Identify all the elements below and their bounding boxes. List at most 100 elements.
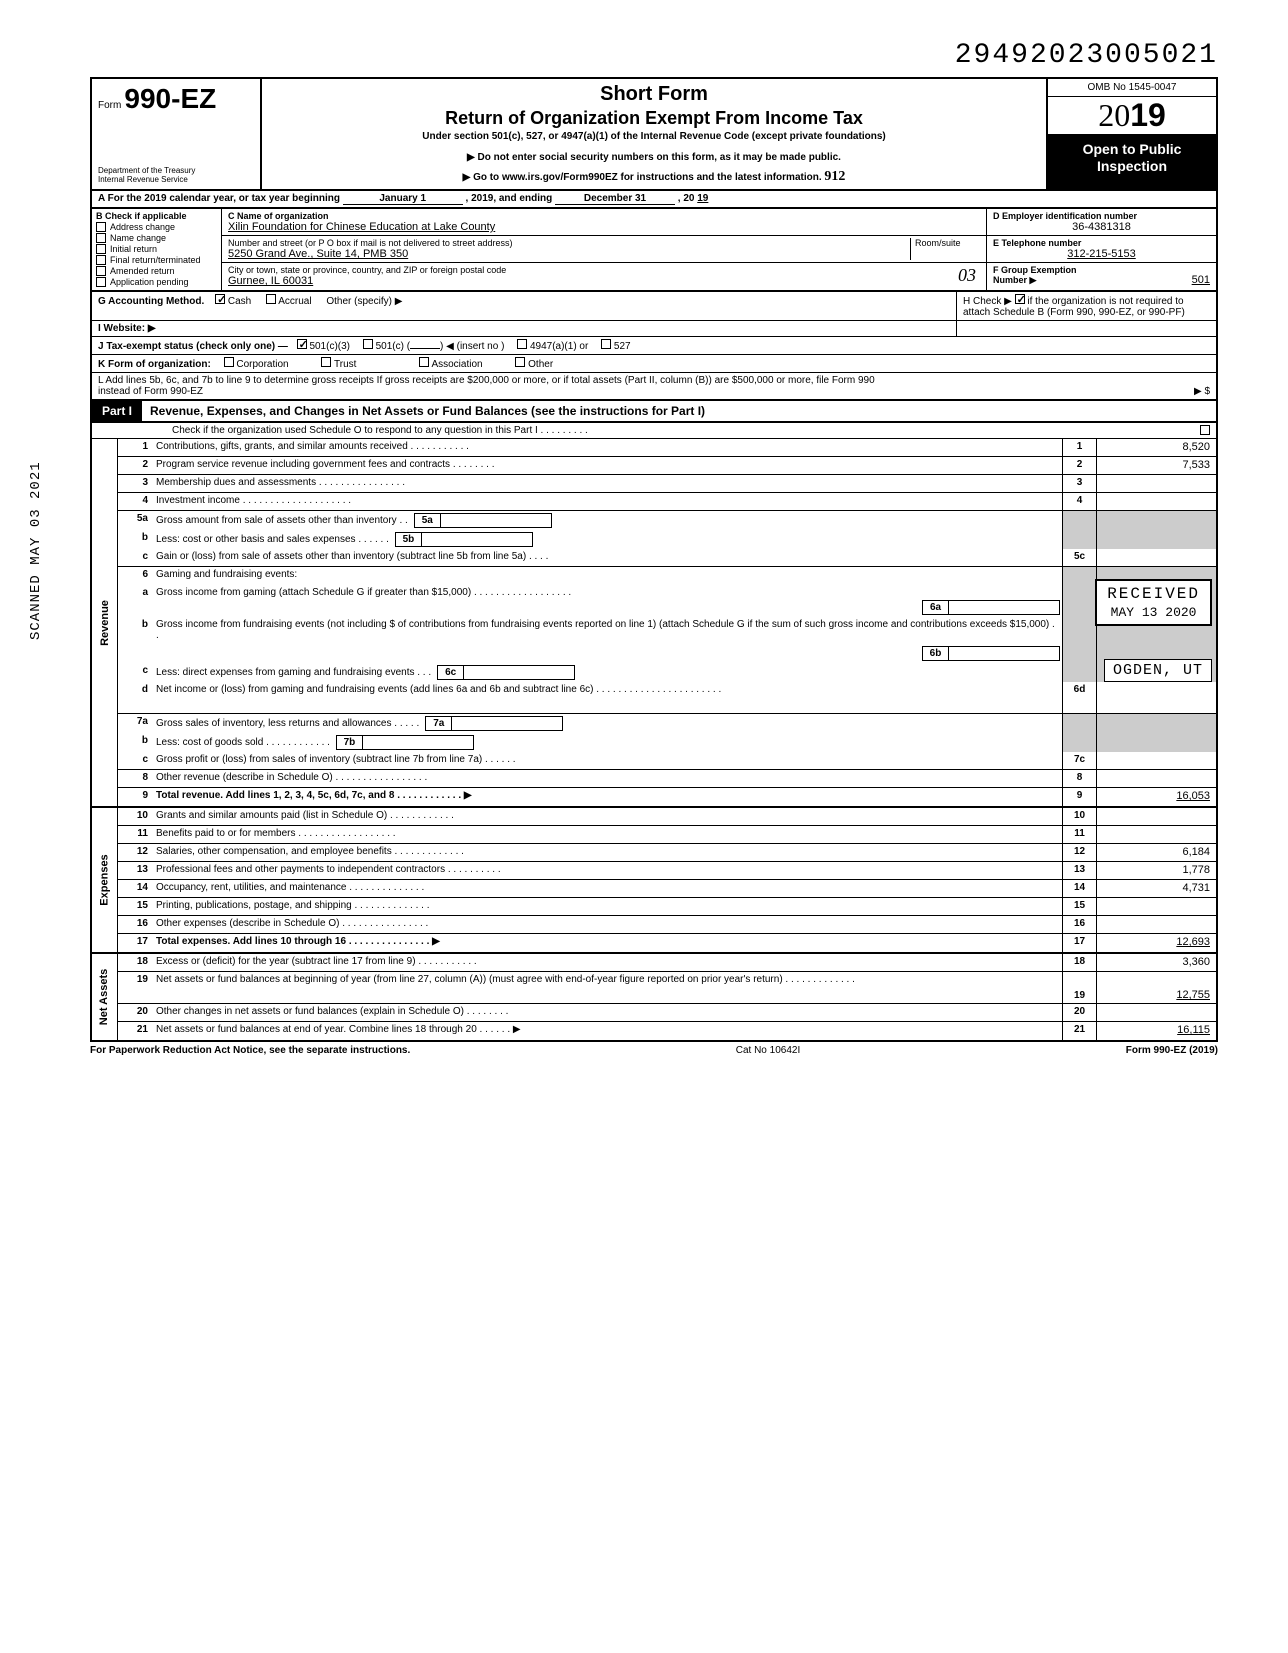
l15-num: 15 (118, 898, 152, 915)
l5c-num: c (118, 549, 152, 566)
chk-schedule-b-not-required[interactable] (1015, 294, 1025, 304)
f-label: F Group Exemption Number ▶ (993, 265, 1130, 286)
chk-527[interactable] (601, 339, 611, 349)
l15-bn: 15 (1062, 898, 1096, 915)
l6a-desc: Gross income from gaming (attach Schedul… (156, 587, 571, 598)
chk-accrual[interactable] (266, 294, 276, 304)
l3-val[interactable] (1096, 475, 1216, 492)
line-5a: 5aGross amount from sale of assets other… (118, 511, 1216, 530)
l13-val[interactable]: 1,778 (1096, 862, 1216, 879)
l6a-bn-shaded (1062, 585, 1096, 617)
l6c-mb: 6c (438, 666, 464, 679)
row-a-yy[interactable]: 19 (697, 193, 708, 204)
meta-block: B Check if applicable Address change Nam… (90, 209, 1218, 292)
l5c-val[interactable] (1096, 549, 1216, 566)
chk-initial-return[interactable] (96, 244, 106, 254)
line-21: 21Net assets or fund balances at end of … (118, 1022, 1216, 1040)
l9-num: 9 (118, 788, 152, 806)
l21-val[interactable]: 16,115 (1096, 1022, 1216, 1040)
chk-corporation[interactable] (224, 357, 234, 367)
c-city[interactable]: Gurnee, IL 60031 (228, 275, 980, 287)
l18-val[interactable]: 3,360 (1096, 954, 1216, 971)
chk-501c3[interactable] (297, 339, 307, 349)
l7a-num: 7a (118, 714, 152, 733)
l6a-mbv[interactable] (949, 601, 1059, 614)
expenses-side-label: Expenses (99, 854, 111, 905)
l14-desc: Occupancy, rent, utilities, and maintena… (152, 880, 1062, 897)
l1-val[interactable]: 8,520 (1096, 439, 1216, 456)
chk-cash[interactable] (215, 294, 225, 304)
line-20: 20Other changes in net assets or fund ba… (118, 1004, 1216, 1022)
l15-val[interactable] (1096, 898, 1216, 915)
l6b-num: b (118, 617, 152, 663)
chk-association[interactable] (419, 357, 429, 367)
line-9: 9Total revenue. Add lines 1, 2, 3, 4, 5c… (118, 788, 1216, 806)
stamp-date: MAY 13 2020 (1107, 605, 1200, 620)
l2-desc: Program service revenue including govern… (152, 457, 1062, 474)
l5a-bn-shaded (1062, 511, 1096, 530)
f-group-exemption[interactable]: 501 (1130, 274, 1210, 286)
lbl-501c3: 501(c)(3) (309, 341, 350, 352)
l6c-mbv[interactable] (464, 666, 574, 679)
l12-desc: Salaries, other compensation, and employ… (152, 844, 1062, 861)
l16-val[interactable] (1096, 916, 1216, 933)
l6c-bn-shaded (1062, 663, 1096, 682)
line-16: 16Other expenses (describe in Schedule O… (118, 916, 1216, 934)
l20-val[interactable] (1096, 1004, 1216, 1021)
l2-val[interactable]: 7,533 (1096, 457, 1216, 474)
line-18: 18Excess or (deficit) for the year (subt… (118, 954, 1216, 972)
l11-bn: 11 (1062, 826, 1096, 843)
l9-val[interactable]: 16,053 (1096, 788, 1216, 806)
row-a-end[interactable]: December 31 (555, 193, 675, 205)
l17-val[interactable]: 12,693 (1096, 934, 1216, 952)
l12-val[interactable]: 6,184 (1096, 844, 1216, 861)
l7c-val[interactable] (1096, 752, 1216, 769)
c-addr[interactable]: 5250 Grand Ave., Suite 14, PMB 350 (228, 248, 910, 260)
d-label: D Employer identification number (993, 211, 1210, 221)
chk-name-change[interactable] (96, 233, 106, 243)
d-ein[interactable]: 36-4381318 (993, 221, 1210, 233)
l5b-val-shaded (1096, 530, 1216, 549)
l6d-val[interactable] (1096, 682, 1216, 713)
chk-application-pending[interactable] (96, 277, 106, 287)
line-12: 12Salaries, other compensation, and empl… (118, 844, 1216, 862)
part1-sub: Check if the organization used Schedule … (90, 423, 1218, 439)
row-gh: G Accounting Method. Cash Accrual Other … (90, 292, 1218, 321)
l11-num: 11 (118, 826, 152, 843)
line-5c: cGain or (loss) from sale of assets othe… (118, 549, 1216, 567)
l5b-mbv[interactable] (422, 533, 532, 546)
l5a-mbv[interactable] (441, 514, 551, 527)
l10-num: 10 (118, 808, 152, 825)
l7a-mbv[interactable] (452, 717, 562, 730)
chk-4947a1[interactable] (517, 339, 527, 349)
l10-val[interactable] (1096, 808, 1216, 825)
l14-val[interactable]: 4,731 (1096, 880, 1216, 897)
l18-num: 18 (118, 954, 152, 971)
footer: For Paperwork Reduction Act Notice, see … (90, 1042, 1218, 1059)
l15-desc: Printing, publications, postage, and shi… (152, 898, 1062, 915)
chk-final-return[interactable] (96, 255, 106, 265)
c-org-name[interactable]: Xilin Foundation for Chinese Education a… (228, 221, 980, 233)
chk-amended-return[interactable] (96, 266, 106, 276)
chk-other-org[interactable] (515, 357, 525, 367)
form-number: 990-EZ (124, 83, 216, 114)
chk-trust[interactable] (321, 357, 331, 367)
lbl-501c-insert: ) ◀ (insert no ) (440, 341, 504, 352)
l8-val[interactable] (1096, 770, 1216, 787)
part1-title: Revenue, Expenses, and Changes in Net As… (142, 401, 713, 421)
l11-val[interactable] (1096, 826, 1216, 843)
l19-val[interactable]: 12,755 (1096, 972, 1216, 1003)
l7b-mbv[interactable] (363, 736, 473, 749)
line-19: 19Net assets or fund balances at beginni… (118, 972, 1216, 1004)
chk-501c[interactable] (363, 339, 373, 349)
l4-val[interactable] (1096, 493, 1216, 510)
chk-address-change[interactable] (96, 222, 106, 232)
c-room-label: Room/suite (910, 238, 980, 260)
lbl-527: 527 (614, 341, 631, 352)
e-phone[interactable]: 312-215-5153 (993, 248, 1210, 260)
row-a-begin[interactable]: January 1 (343, 193, 463, 205)
chk-schedule-o-part1[interactable] (1200, 425, 1210, 435)
l6b-mbv[interactable] (949, 647, 1059, 660)
l18-bn: 18 (1062, 954, 1096, 971)
expenses-section: Expenses 10Grants and similar amounts pa… (90, 808, 1218, 954)
